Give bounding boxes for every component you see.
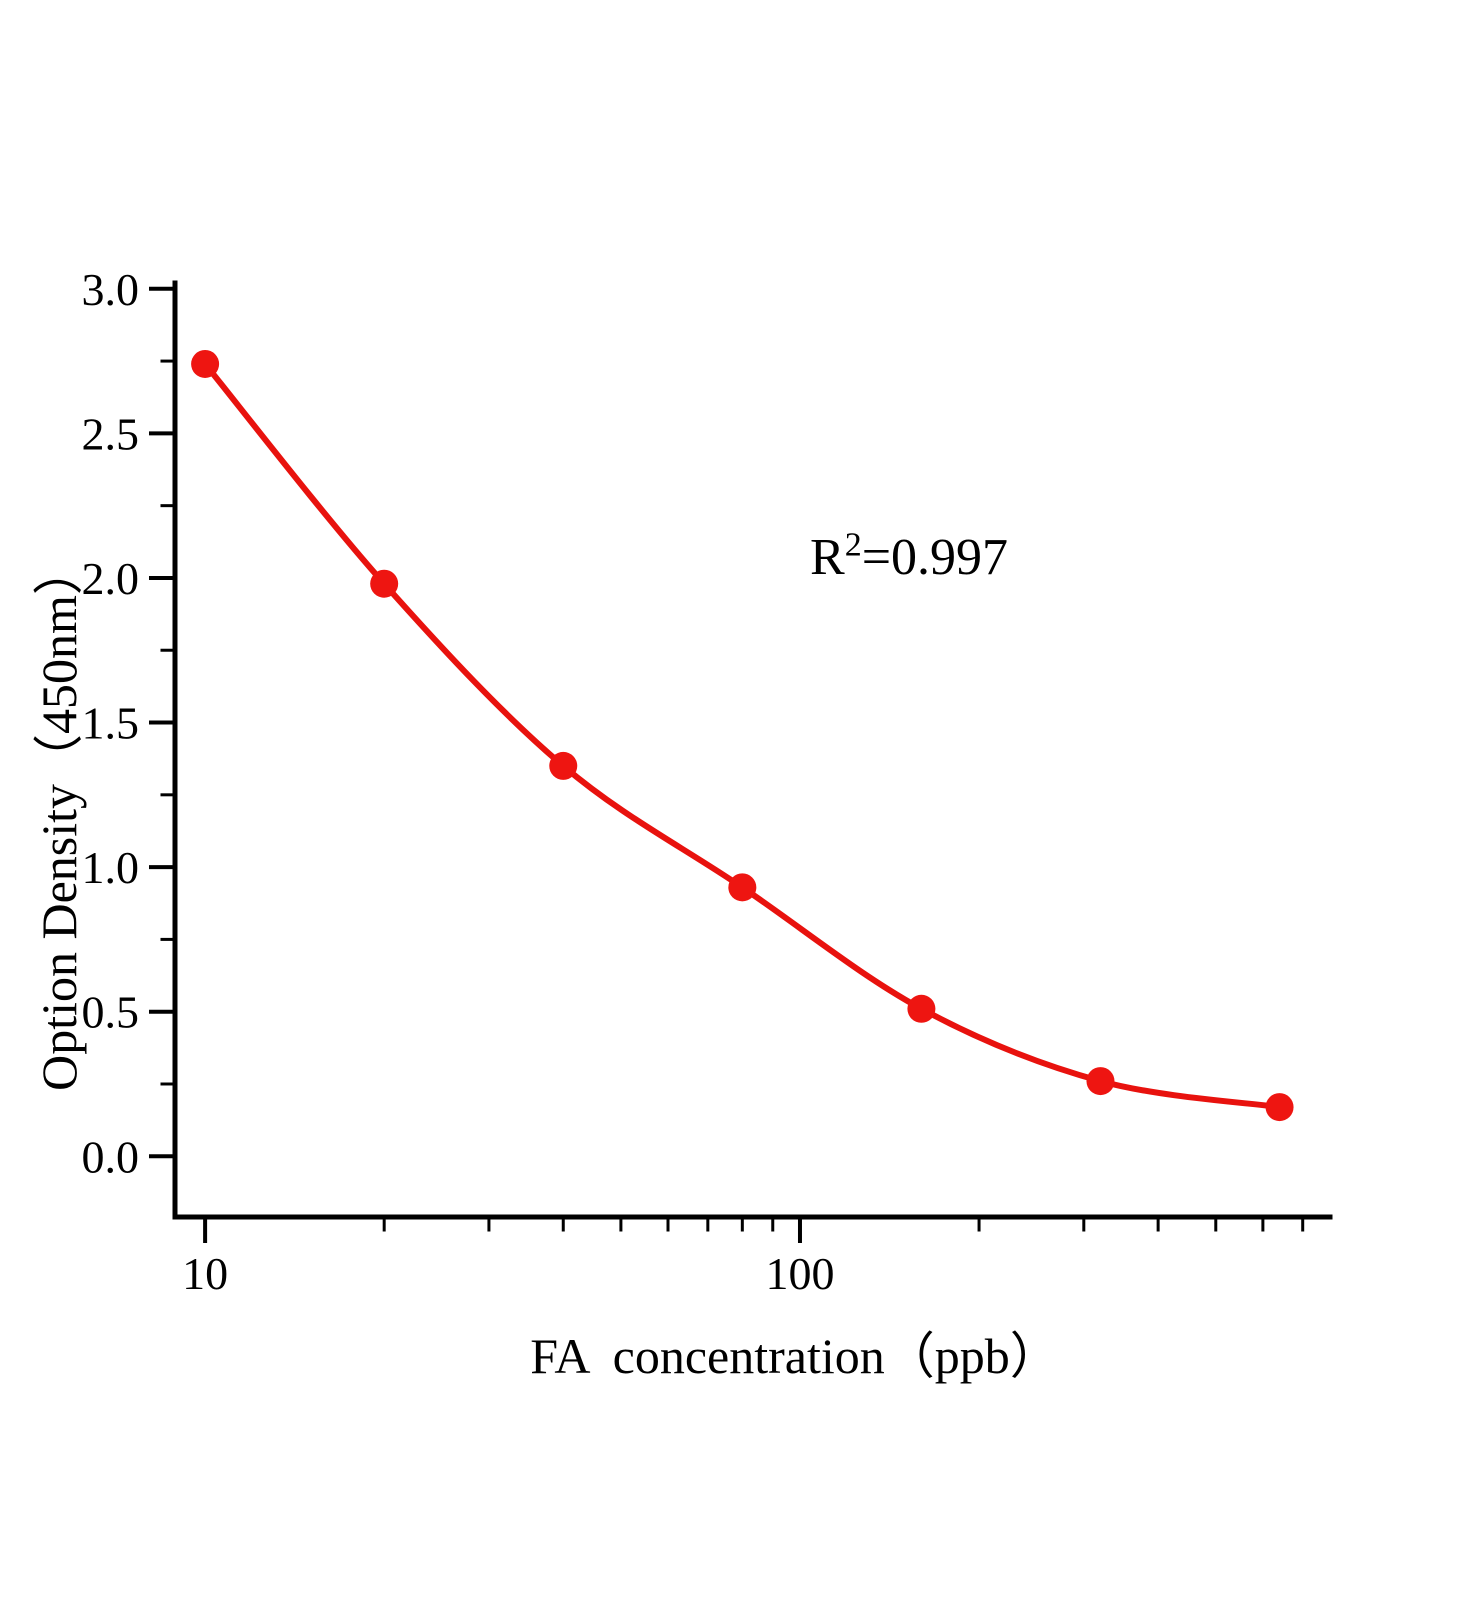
y-tick-label: 3.0 (82, 264, 140, 315)
fit-curve (202, 360, 1283, 1111)
data-point (191, 349, 220, 378)
y-tick-label: 0.0 (82, 1131, 140, 1182)
y-tick-label: 2.5 (82, 408, 140, 459)
data-point (549, 751, 578, 780)
x-tick-label: 100 (765, 1248, 834, 1299)
r-squared-exponent: 2 (844, 526, 862, 564)
r-squared-value: =0.997 (861, 529, 1009, 586)
y-tick-label: 1.0 (82, 842, 140, 893)
r-squared-base: R (810, 529, 845, 586)
data-point (728, 873, 757, 902)
r-squared-annotation: R2=0.997 (810, 528, 1008, 587)
y-tick-label: 1.5 (82, 698, 140, 749)
data-point (370, 569, 399, 598)
y-axis-title: Option Density（450nm） (31, 545, 87, 1091)
x-tick-label: 10 (182, 1248, 228, 1299)
data-point (1265, 1093, 1294, 1122)
y-tick-label: 0.5 (82, 987, 140, 1038)
data-point (907, 994, 936, 1023)
y-tick-label: 2.0 (82, 553, 140, 604)
data-point (1086, 1067, 1115, 1096)
x-axis-title: FA concentration（ppb） (530, 1328, 1060, 1384)
